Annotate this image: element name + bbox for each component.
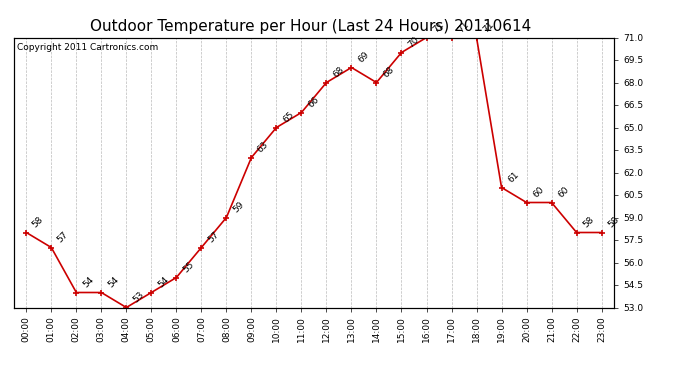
- Text: Copyright 2011 Cartronics.com: Copyright 2011 Cartronics.com: [17, 43, 158, 52]
- Text: 71: 71: [481, 20, 495, 34]
- Text: 61: 61: [506, 170, 520, 184]
- Text: 71: 71: [456, 20, 471, 34]
- Text: 54: 54: [106, 275, 120, 290]
- Text: 58: 58: [581, 215, 595, 229]
- Text: 60: 60: [531, 185, 546, 200]
- Text: 58: 58: [31, 215, 46, 229]
- Text: 60: 60: [556, 185, 571, 200]
- Text: 68: 68: [331, 65, 346, 80]
- Text: 57: 57: [56, 230, 70, 244]
- Text: 66: 66: [306, 95, 320, 110]
- Text: 57: 57: [206, 230, 220, 244]
- Text: 55: 55: [181, 260, 195, 274]
- Text: 65: 65: [281, 110, 295, 125]
- Text: 54: 54: [156, 275, 170, 290]
- Text: 59: 59: [231, 200, 246, 214]
- Text: 70: 70: [406, 35, 420, 50]
- Text: Outdoor Temperature per Hour (Last 24 Hours) 20110614: Outdoor Temperature per Hour (Last 24 Ho…: [90, 19, 531, 34]
- Text: 53: 53: [131, 290, 146, 304]
- Text: 71: 71: [431, 20, 446, 34]
- Text: 63: 63: [256, 140, 270, 154]
- Text: 58: 58: [606, 215, 620, 229]
- Text: 68: 68: [381, 65, 395, 80]
- Text: 54: 54: [81, 275, 95, 290]
- Text: 69: 69: [356, 50, 371, 64]
